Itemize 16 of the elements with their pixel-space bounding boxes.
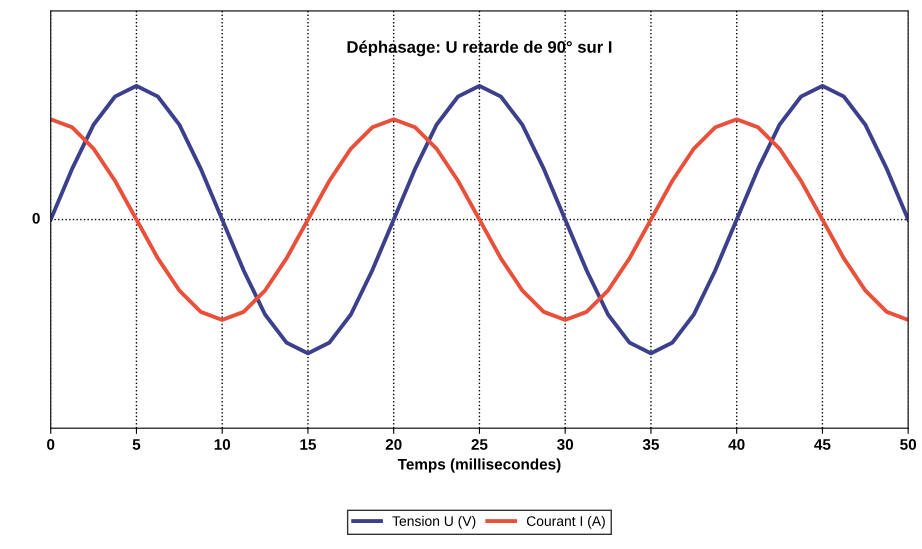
legend-label: Tension U (V): [392, 516, 476, 529]
x-tick-label: 40: [728, 439, 745, 450]
legend-label: Courant I (A): [526, 516, 605, 529]
chart-title: Déphasage: U retarde de 90° sur I: [348, 40, 612, 56]
x-tick-label: 20: [386, 439, 402, 450]
x-tick-label: 30: [557, 439, 574, 450]
x-tick-label: 15: [300, 439, 316, 450]
x-tick-label: 25: [471, 439, 488, 450]
x-tick-label: 50: [900, 439, 916, 450]
x-tick-label: 0: [47, 439, 54, 450]
x-tick-label: 5: [132, 439, 140, 450]
ref-line-label: 0: [32, 212, 40, 224]
x-tick-label: 10: [214, 439, 230, 450]
x-tick-label: 35: [642, 439, 660, 450]
x-tick-label: 45: [814, 439, 830, 450]
x-axis-title: Temps (millisecondes): [398, 458, 560, 473]
